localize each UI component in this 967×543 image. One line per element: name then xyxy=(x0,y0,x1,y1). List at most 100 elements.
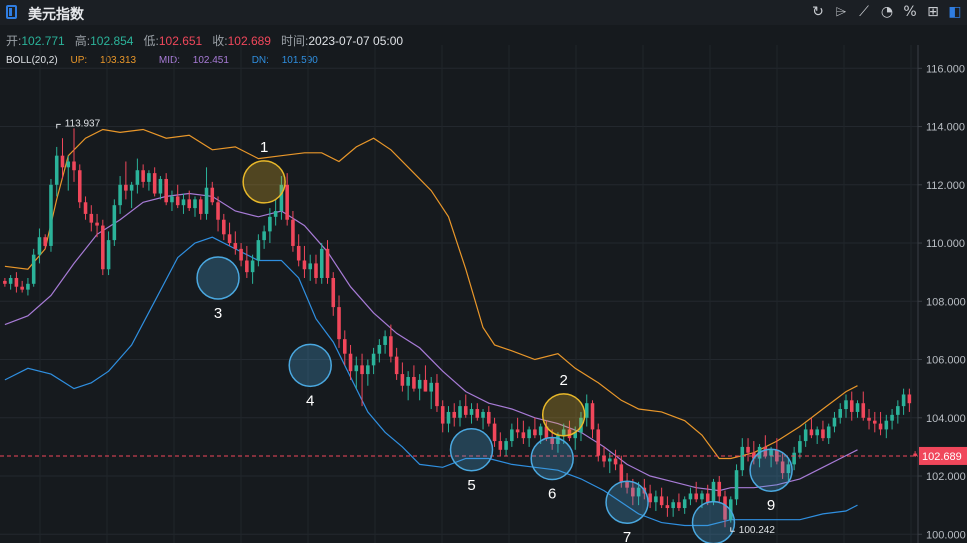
candle-body xyxy=(746,446,750,453)
candle xyxy=(371,347,376,375)
candle-body xyxy=(95,222,99,226)
candle-body xyxy=(331,277,336,308)
candle xyxy=(769,446,773,468)
ohlc-bar: 开:102.771 高:102.854 低:102.651 收:102.689 … xyxy=(6,32,403,49)
y-tick-label: 106.000 xyxy=(926,355,966,367)
candle-body xyxy=(245,260,249,273)
current-price-tag xyxy=(919,446,967,465)
candle-body xyxy=(268,216,272,232)
candle-body xyxy=(913,453,917,456)
candle xyxy=(740,438,745,477)
candle xyxy=(262,225,266,249)
candle xyxy=(469,403,474,424)
candle xyxy=(752,441,756,465)
candle-body xyxy=(118,184,122,206)
candle-body xyxy=(740,446,745,471)
percent-icon[interactable]: % xyxy=(903,4,917,20)
candle xyxy=(285,173,289,226)
boll-up: UP: 103.313 xyxy=(70,55,146,66)
candle xyxy=(141,164,145,188)
marker-label-5: 5 xyxy=(467,477,475,494)
title-bar: 美元指数 ↻ ⌲ ⟋ ◔ % ⊞ ◧ xyxy=(0,0,967,25)
candle xyxy=(319,243,324,284)
candle xyxy=(394,347,399,380)
candle xyxy=(815,426,819,444)
candle-body xyxy=(423,379,428,392)
candle xyxy=(124,161,128,200)
candle xyxy=(481,409,485,430)
low-label: 低: xyxy=(143,34,159,48)
candle-body xyxy=(89,213,94,223)
candle-body xyxy=(803,429,808,442)
candle xyxy=(458,400,462,427)
markers: 123456789 xyxy=(196,139,793,543)
marker-label-2: 2 xyxy=(560,372,568,389)
candle xyxy=(809,417,814,439)
boll-middle-line xyxy=(4,192,858,492)
candle-body xyxy=(775,449,779,462)
candle-body xyxy=(124,184,128,191)
chart-type-icon[interactable]: ◔ xyxy=(880,4,894,20)
candle xyxy=(826,423,831,444)
candle-body xyxy=(394,356,399,375)
candle-body xyxy=(723,496,727,520)
candle xyxy=(250,254,255,284)
candle-body xyxy=(596,429,601,456)
candle xyxy=(855,400,860,418)
candle xyxy=(158,176,163,200)
low-label: 100.242 xyxy=(739,525,776,536)
candle xyxy=(671,499,675,517)
refresh-icon[interactable]: ↻ xyxy=(812,4,824,20)
candle xyxy=(792,446,796,471)
candle xyxy=(723,490,727,528)
candle xyxy=(60,138,65,179)
candle-body xyxy=(619,464,624,482)
candle-body xyxy=(233,243,238,249)
candle xyxy=(746,438,750,462)
candle xyxy=(31,248,36,287)
candle xyxy=(181,193,186,214)
panel-toggle-icon[interactable] xyxy=(6,5,17,19)
candle xyxy=(803,423,808,447)
candle xyxy=(648,484,652,509)
panel-icon[interactable]: ◧ xyxy=(948,4,962,20)
candle xyxy=(325,240,330,284)
candle xyxy=(780,452,785,479)
candle-body xyxy=(763,446,768,456)
indicator-icon[interactable]: ⟋ xyxy=(859,4,869,20)
candle xyxy=(354,356,359,389)
draw-icon[interactable]: ⌲ xyxy=(835,4,847,20)
marker-label-7: 7 xyxy=(623,529,631,543)
boll-lower-line xyxy=(4,236,858,527)
y-tick-label: 116.000 xyxy=(926,63,965,75)
boll-legend: BOLL(20,2) UP: 103.313 MID: 102.451 DN: … xyxy=(6,55,338,66)
candle-body xyxy=(636,487,641,497)
candle xyxy=(596,423,601,462)
candle xyxy=(763,435,768,459)
candle-body xyxy=(659,496,664,506)
candle-body xyxy=(688,493,693,500)
candle-body xyxy=(878,423,883,430)
candle xyxy=(567,420,572,442)
boll-name[interactable]: BOLL(20,2) xyxy=(6,55,58,66)
grid-icon[interactable]: ⊞ xyxy=(927,4,939,20)
candle xyxy=(821,420,825,442)
candle xyxy=(913,451,917,458)
candle-body xyxy=(573,432,578,439)
candle xyxy=(636,481,641,506)
candle xyxy=(331,272,336,316)
marker-circle-1 xyxy=(242,160,286,204)
candles xyxy=(3,128,917,528)
candle xyxy=(573,426,578,450)
candle-body xyxy=(8,277,13,284)
candle-body xyxy=(625,481,629,488)
candle xyxy=(101,219,105,276)
bollinger-bands xyxy=(4,128,858,527)
marker-circle-8 xyxy=(691,500,736,543)
candle xyxy=(129,181,134,209)
marker-label-3: 3 xyxy=(214,305,222,322)
candle-body xyxy=(49,184,53,246)
candle xyxy=(631,478,635,506)
candle xyxy=(901,388,906,415)
